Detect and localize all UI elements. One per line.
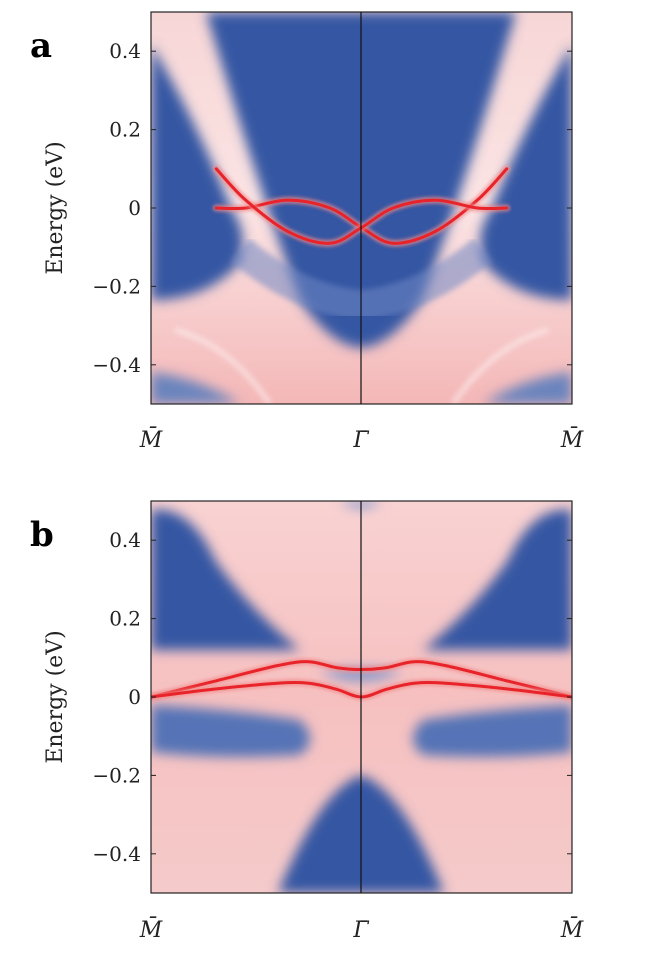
panel-b-ytick-label-4: −0.4: [92, 842, 141, 866]
panel-b-xtick-2: M̄: [560, 916, 584, 943]
panel-a-ytick-label-4: −0.4: [92, 353, 141, 377]
panel-b-ytick-label-1: 0.2: [109, 607, 141, 631]
panel-b-ytick-label-3: −0.2: [92, 763, 141, 787]
panel-b-xtick-1: Γ̄: [352, 918, 369, 943]
panel-b-ytick-label-0: 0.4: [109, 528, 141, 552]
panel-a-xtick-2: M̄: [560, 426, 584, 453]
panel-b-ylabel: Energy (eV): [43, 630, 68, 763]
panel-a-label: a: [30, 26, 52, 66]
panel-a-ticks: 0.4 0.2 0 −0.2 −0.4: [92, 39, 572, 377]
panel-a-ytick-label-0: 0.4: [109, 39, 141, 63]
panel-b-ticks: 0.4 0.2 0 −0.2 −0.4: [92, 528, 572, 866]
panel-a-ytick-label-2: 0: [128, 196, 141, 220]
panel-a-ylabel: Energy (eV): [43, 141, 68, 274]
panel-b-ytick-label-2: 0: [128, 685, 141, 709]
panel-a-xtick-1: Γ̄: [352, 428, 369, 453]
panel-a-ytick-label-1: 0.2: [109, 118, 141, 142]
panel-a: 0.4 0.2 0 −0.2 −0.4 a Energy (eV) M̄ Γ̄ M̄: [30, 11, 584, 453]
panel-b-xtick-0: M̄: [139, 916, 163, 943]
panel-b-label: b: [30, 515, 54, 555]
panel-a-xtick-0: M̄: [139, 426, 163, 453]
panel-a-ytick-label-3: −0.2: [92, 274, 141, 298]
panel-b: 0.4 0.2 0 −0.2 −0.4 b Energy (eV) M̄ Γ̄ M̄: [30, 500, 584, 943]
